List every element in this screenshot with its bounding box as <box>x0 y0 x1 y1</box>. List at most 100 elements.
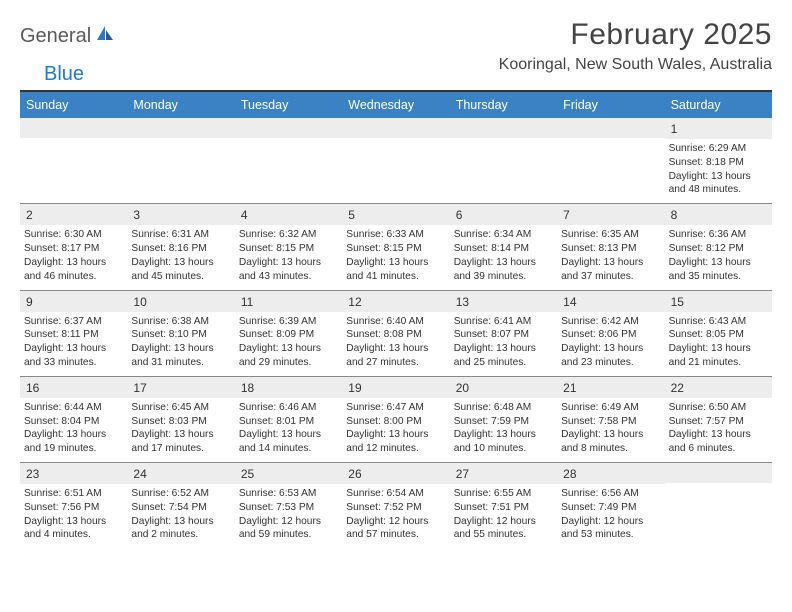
day-number: 16 <box>20 377 127 398</box>
calendar-grid: Sunday Monday Tuesday Wednesday Thursday… <box>20 92 772 548</box>
day-number: 8 <box>665 204 772 225</box>
day-info-line: Daylight: 13 hours and 17 minutes. <box>131 428 230 456</box>
day-cell: 16Sunrise: 6:44 AMSunset: 8:04 PMDayligh… <box>20 377 127 462</box>
day-info-line: Sunrise: 6:49 AM <box>561 401 660 415</box>
day-number: 19 <box>342 377 449 398</box>
day-cell: 4Sunrise: 6:32 AMSunset: 8:15 PMDaylight… <box>235 204 342 289</box>
day-info-line: Daylight: 13 hours and 37 minutes. <box>561 256 660 284</box>
day-info-line: Sunrise: 6:50 AM <box>669 401 768 415</box>
day-info-line: Daylight: 12 hours and 59 minutes. <box>239 515 338 543</box>
day-info-line: Sunrise: 6:55 AM <box>454 487 553 501</box>
day-cell <box>342 118 449 203</box>
day-info-line: Daylight: 13 hours and 39 minutes. <box>454 256 553 284</box>
day-number: 24 <box>127 463 234 484</box>
day-cell: 1Sunrise: 6:29 AMSunset: 8:18 PMDaylight… <box>665 118 772 203</box>
day-info-line: Daylight: 13 hours and 48 minutes. <box>669 170 768 198</box>
day-number: 1 <box>665 118 772 139</box>
day-info-line: Sunset: 8:05 PM <box>669 328 768 342</box>
day-info-line: Sunset: 8:12 PM <box>669 242 768 256</box>
day-info-line: Sunrise: 6:39 AM <box>239 315 338 329</box>
day-info-line: Sunrise: 6:38 AM <box>131 315 230 329</box>
day-cell: 14Sunrise: 6:42 AMSunset: 8:06 PMDayligh… <box>557 291 664 376</box>
day-info-line: Sunset: 8:03 PM <box>131 415 230 429</box>
day-info-line: Sunset: 7:57 PM <box>669 415 768 429</box>
day-number: 23 <box>20 463 127 484</box>
day-info-line: Sunrise: 6:30 AM <box>24 228 123 242</box>
day-info-line: Sunset: 8:17 PM <box>24 242 123 256</box>
day-cell: 8Sunrise: 6:36 AMSunset: 8:12 PMDaylight… <box>665 204 772 289</box>
weekday-header-row: Sunday Monday Tuesday Wednesday Thursday… <box>20 92 772 118</box>
day-number: 28 <box>557 463 664 484</box>
day-cell: 13Sunrise: 6:41 AMSunset: 8:07 PMDayligh… <box>450 291 557 376</box>
day-cell: 9Sunrise: 6:37 AMSunset: 8:11 PMDaylight… <box>20 291 127 376</box>
day-number: 2 <box>20 204 127 225</box>
day-cell: 26 Sunrise: 6:54 AMSunset: 7:52 PMDayligh… <box>342 463 449 548</box>
day-info-line: Sunrise: 6:32 AM <box>239 228 338 242</box>
week-row: 2Sunrise: 6:30 AMSunset: 8:17 PMDaylight… <box>20 204 772 290</box>
day-number <box>20 118 127 138</box>
day-info-line: Daylight: 13 hours and 8 minutes. <box>561 428 660 456</box>
day-info-line: Sunset: 7:58 PM <box>561 415 660 429</box>
day-cell: 28Sunrise: 6:56 AMSunset: 7:49 PMDayligh… <box>557 463 664 548</box>
day-number: 5 <box>342 204 449 225</box>
day-number: 15 <box>665 291 772 312</box>
day-info-line: Sunrise: 6:29 AM <box>669 142 768 156</box>
day-cell: 25 Sunrise: 6:53 AMSunset: 7:53 PMDayligh… <box>235 463 342 548</box>
day-number <box>450 118 557 138</box>
day-info-line: Daylight: 13 hours and 46 minutes. <box>24 256 123 284</box>
calendar-page: General February 2025 Kooringal, New Sou… <box>0 0 792 558</box>
weekday-header: Sunday <box>20 92 127 118</box>
day-info-line: Daylight: 13 hours and 35 minutes. <box>669 256 768 284</box>
day-cell: 12Sunrise: 6:40 AMSunset: 8:08 PMDayligh… <box>342 291 449 376</box>
day-info-line: Sunset: 8:10 PM <box>131 328 230 342</box>
day-info-line: Sunrise: 6:48 AM <box>454 401 553 415</box>
day-info-line: Sunset: 8:08 PM <box>346 328 445 342</box>
day-cell: 22Sunrise: 6:50 AMSunset: 7:57 PMDayligh… <box>665 377 772 462</box>
day-info-line: Sunrise: 6:35 AM <box>561 228 660 242</box>
day-info-line: Sunset: 8:09 PM <box>239 328 338 342</box>
day-number: 14 <box>557 291 664 312</box>
day-number <box>557 118 664 138</box>
day-number: 17 <box>127 377 234 398</box>
weekday-header: Tuesday <box>235 92 342 118</box>
brand-logo: General <box>20 18 117 47</box>
day-cell: 17 Sunrise: 6:45 AMSunset: 8:03 PMDayligh… <box>127 377 234 462</box>
day-info-line: Daylight: 13 hours and 14 minutes. <box>239 428 338 456</box>
day-number: 11 <box>235 291 342 312</box>
day-info-line: Sunrise: 6:54 AM <box>346 487 445 501</box>
day-info-line: Sunrise: 6:41 AM <box>454 315 553 329</box>
day-cell: 3Sunrise: 6:31 AMSunset: 8:16 PMDaylight… <box>127 204 234 289</box>
day-number <box>235 118 342 138</box>
day-info-line: Sunset: 8:07 PM <box>454 328 553 342</box>
weekday-header: Monday <box>127 92 234 118</box>
day-info-line: Daylight: 12 hours and 57 minutes. <box>346 515 445 543</box>
day-info-line: Sunset: 7:53 PM <box>239 501 338 515</box>
day-cell: 20Sunrise: 6:48 AMSunset: 7:59 PMDayligh… <box>450 377 557 462</box>
day-info-line: Sunset: 7:54 PM <box>131 501 230 515</box>
day-cell: 19Sunrise: 6:47 AMSunset: 8:00 PMDayligh… <box>342 377 449 462</box>
day-cell: 18Sunrise: 6:46 AMSunset: 8:01 PMDayligh… <box>235 377 342 462</box>
day-info-line: Sunset: 8:00 PM <box>346 415 445 429</box>
day-info-line: Daylight: 13 hours and 19 minutes. <box>24 428 123 456</box>
weekday-header: Thursday <box>450 92 557 118</box>
day-info-line: Sunset: 8:15 PM <box>346 242 445 256</box>
day-info-line: Sunrise: 6:53 AM <box>239 487 338 501</box>
day-info-line: Sunset: 7:49 PM <box>561 501 660 515</box>
weekday-header: Saturday <box>665 92 772 118</box>
day-cell: 21Sunrise: 6:49 AMSunset: 7:58 PMDayligh… <box>557 377 664 462</box>
day-info-line: Daylight: 13 hours and 4 minutes. <box>24 515 123 543</box>
day-info-line: Sunrise: 6:45 AM <box>131 401 230 415</box>
day-info-line: Daylight: 12 hours and 53 minutes. <box>561 515 660 543</box>
day-cell <box>665 463 772 548</box>
day-number: 27 <box>450 463 557 484</box>
day-info-line: Daylight: 13 hours and 10 minutes. <box>454 428 553 456</box>
day-info-line: Sunset: 7:52 PM <box>346 501 445 515</box>
brand-part1: General <box>20 26 91 46</box>
day-info-line: Sunset: 8:06 PM <box>561 328 660 342</box>
day-info-line: Sunrise: 6:33 AM <box>346 228 445 242</box>
day-number: 26 <box>342 463 449 484</box>
day-number: 25 <box>235 463 342 484</box>
day-info-line: Daylight: 13 hours and 2 minutes. <box>131 515 230 543</box>
day-info-line: Daylight: 13 hours and 31 minutes. <box>131 342 230 370</box>
day-cell: 23Sunrise: 6:51 AMSunset: 7:56 PMDayligh… <box>20 463 127 548</box>
